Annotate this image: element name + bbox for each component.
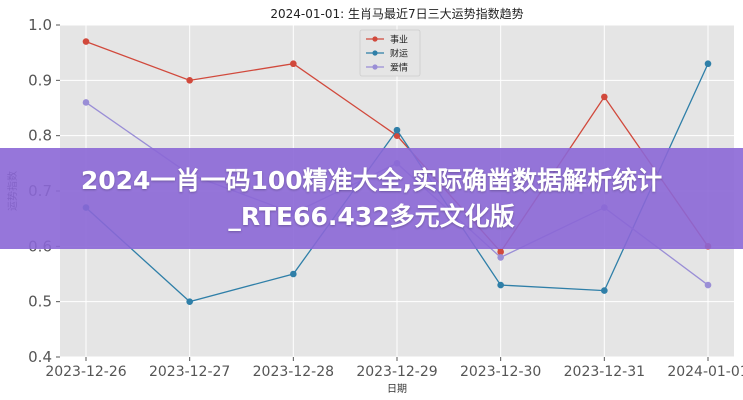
data-point: [601, 287, 608, 294]
data-point: [601, 93, 608, 101]
y-tick-label: 0.4: [28, 348, 52, 366]
data-point: [497, 254, 504, 261]
chart-title: 2024-01-01: 生肖马最近7日三大运势指数趋势: [270, 6, 523, 21]
legend-label: 爱情: [390, 62, 408, 74]
banner-text: 2024一肖一码100精准大全,实际确凿数据解析统计_RTE66.432多元文化…: [80, 165, 663, 231]
x-tick-label: 2023-12-29: [356, 364, 437, 380]
legend-label: 事业: [390, 34, 408, 46]
y-tick-label: 1.0: [28, 16, 52, 34]
data-point: [497, 281, 504, 289]
x-tick-label: 2023-12-27: [149, 364, 230, 380]
legend-marker: [372, 64, 378, 70]
data-point: [497, 248, 504, 256]
x-tick-label: 2023-12-26: [45, 364, 126, 380]
data-point: [186, 77, 193, 84]
y-tick-label: 0.5: [28, 293, 52, 311]
y-tick-label: 0.9: [28, 71, 52, 89]
promo-banner: 2024一肖一码100精准大全,实际确凿数据解析统计_RTE66.432多元文化…: [0, 148, 743, 249]
data-point: [290, 270, 297, 278]
data-point: [393, 126, 401, 134]
data-point: [704, 60, 712, 68]
x-tick-label: 2023-12-28: [253, 364, 334, 380]
y-tick-label: 0.8: [28, 127, 52, 145]
x-tick-label: 2023-12-30: [460, 364, 541, 380]
x-tick-label: 2024-01-01: [667, 364, 743, 380]
x-tick-label: 2023-12-31: [564, 364, 645, 380]
x-axis-label: 日期: [387, 383, 407, 395]
data-point: [704, 281, 712, 289]
data-point: [186, 298, 193, 305]
legend-marker: [372, 50, 378, 56]
legend-marker: [372, 36, 378, 42]
data-point: [82, 99, 90, 106]
data-point: [82, 38, 90, 45]
legend-label: 财运: [390, 48, 408, 60]
data-point: [393, 132, 401, 139]
data-point: [290, 60, 297, 68]
